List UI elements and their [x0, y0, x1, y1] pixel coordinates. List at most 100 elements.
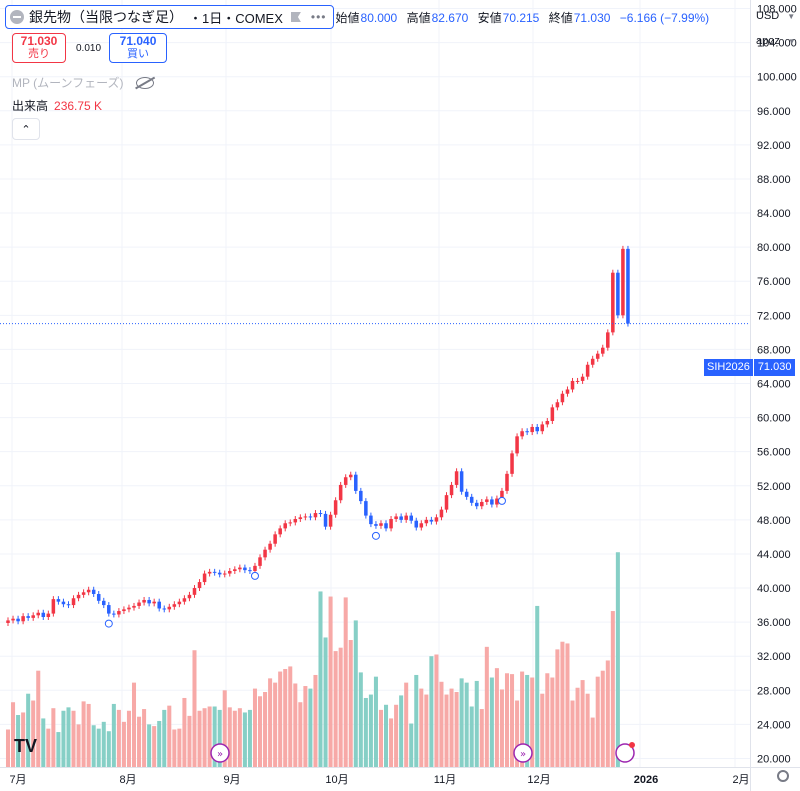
candle	[474, 502, 479, 507]
buy-button[interactable]: 71.040 買い	[109, 33, 168, 63]
candle	[354, 474, 358, 491]
open-value: 80.000	[360, 10, 398, 25]
candle	[107, 605, 111, 614]
volume-bar	[504, 673, 510, 767]
volume-bar	[56, 732, 61, 767]
volume-bar	[66, 707, 71, 767]
moon-phase-marker	[250, 571, 259, 580]
volume-bar	[424, 694, 429, 767]
candle	[56, 599, 61, 602]
volume-bar	[595, 676, 600, 767]
candle	[217, 572, 222, 575]
change-value: −6.166 (−7.99%)	[619, 10, 710, 25]
candle	[414, 520, 419, 528]
volume-bar	[197, 710, 202, 767]
volume-bar	[147, 724, 152, 767]
volume-bar	[605, 660, 610, 767]
candle	[600, 347, 605, 354]
volume-bar	[510, 674, 515, 767]
candle	[303, 516, 308, 518]
candle	[606, 332, 610, 348]
y-tick-label: 92.000	[757, 140, 791, 152]
volume-indicator[interactable]: 出来高 236.75 K	[12, 97, 102, 114]
candle	[137, 602, 141, 606]
candle	[248, 570, 252, 572]
volume-bar	[86, 703, 91, 767]
volume-bar	[328, 596, 333, 767]
candle	[76, 594, 81, 599]
volume-bar	[555, 649, 560, 767]
candle	[258, 557, 262, 566]
candle	[36, 612, 41, 616]
candle	[46, 613, 51, 618]
volume-bar	[353, 620, 358, 767]
volume-bar	[142, 709, 147, 767]
candle	[540, 424, 545, 432]
volume-bar	[459, 678, 464, 767]
volume-bar	[26, 693, 31, 767]
volume-bar	[525, 674, 530, 767]
candle	[434, 517, 439, 522]
tradingview-logo[interactable]: TV	[14, 736, 38, 756]
volume-bar	[162, 709, 167, 767]
candle	[545, 420, 550, 425]
candle	[611, 272, 615, 333]
candle	[11, 618, 15, 621]
sell-button[interactable]: 71.030 売り	[12, 33, 66, 63]
gear-icon[interactable]	[777, 770, 789, 782]
sell-label: 売り	[28, 48, 50, 60]
volume-bar	[106, 731, 111, 767]
candle	[96, 593, 101, 601]
unit-select[interactable]: apoz ▼	[752, 31, 800, 51]
volume-bar	[550, 677, 555, 767]
symbol-search-box[interactable]: 銀先物（当限つなぎ足） ・1日・COMEX •••	[5, 5, 334, 29]
volume-bar	[46, 728, 51, 767]
candle	[333, 500, 338, 515]
y-tick-label: 96.000	[757, 106, 791, 118]
candle	[480, 501, 484, 507]
y-tick-label: 28.000	[757, 685, 791, 697]
more-dots-icon[interactable]: •••	[310, 10, 327, 24]
y-tick-label: 80.000	[757, 242, 791, 254]
candle	[369, 515, 373, 525]
eye-hidden-icon[interactable]	[135, 76, 154, 89]
volume-bar	[373, 676, 378, 767]
flag-icon[interactable]	[290, 12, 301, 22]
volume-bar	[263, 692, 268, 767]
candle	[328, 514, 333, 527]
volume-bar	[520, 671, 525, 767]
candle	[520, 431, 524, 437]
volume-bar	[429, 656, 434, 767]
volume-bar	[399, 695, 404, 767]
collapse-indicators-button[interactable]: ⌃	[12, 118, 40, 140]
volume-bar	[580, 680, 585, 767]
candle	[152, 601, 156, 604]
y-tick-label: 48.000	[757, 515, 791, 527]
y-tick-label: 60.000	[757, 413, 791, 425]
volume-bar	[575, 687, 580, 767]
volume-bar	[394, 704, 399, 767]
moon-phase-marker	[371, 531, 380, 540]
moon-phase-indicator[interactable]: MP (ムーンフェーズ)	[12, 74, 154, 91]
candle	[394, 516, 398, 520]
volume-bar	[308, 688, 313, 767]
volume-bar	[131, 682, 137, 767]
volume-bar	[338, 647, 343, 767]
volume-bar	[293, 683, 298, 767]
currency-select[interactable]: USD ▼	[752, 6, 800, 26]
x-tick-label: 11月	[434, 774, 456, 786]
candle	[313, 513, 318, 518]
volume-bar	[545, 673, 550, 767]
candle	[253, 565, 257, 571]
volume-bar	[610, 611, 615, 767]
volume-bar	[278, 671, 283, 767]
volume-bar	[494, 668, 499, 767]
volume-bar	[323, 637, 328, 767]
candle	[404, 515, 408, 520]
volume-bar	[363, 697, 368, 767]
volume-bar	[237, 708, 242, 767]
volume-bar	[242, 712, 247, 767]
chevron-down-icon: ▼	[787, 36, 796, 46]
candle	[91, 589, 96, 594]
